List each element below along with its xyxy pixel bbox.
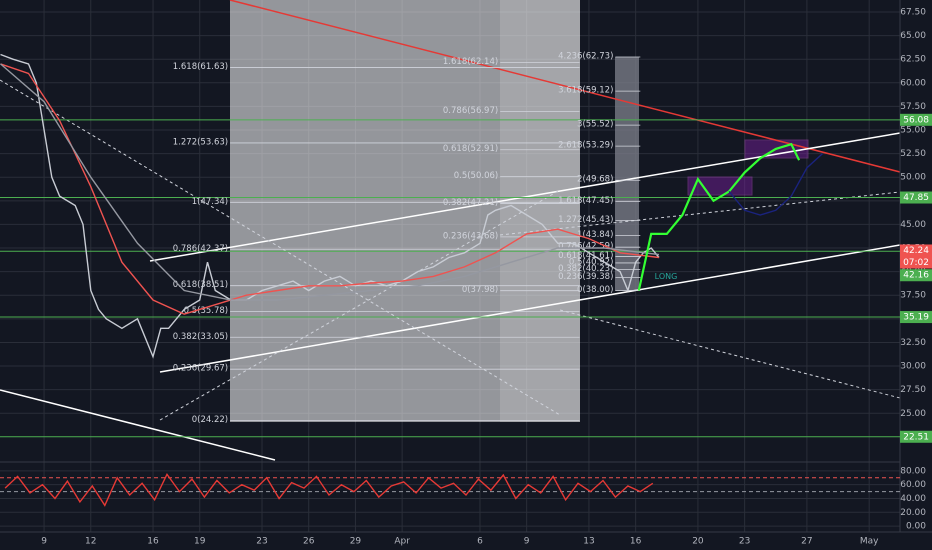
channel-line [159,244,901,373]
series-line [728,153,823,216]
channel-line [149,132,901,262]
y-tick-label: 57.50 [900,102,926,112]
x-tick-label: Apr [394,537,410,547]
series-line [4,472,654,507]
range-shade [500,0,580,422]
x-tick-label: 23 [256,537,267,547]
fib-label: 0.236(39.38) [558,272,613,282]
last-price-label: 42.24 [903,246,929,256]
series-line [637,142,801,291]
fib-label: 0.618(52.91) [443,144,498,154]
fib-label: 0(38.00) [577,285,613,295]
price-tag-label: 56.08 [903,115,929,125]
fib-label: 1(47.34) [192,197,228,207]
note: LONG [655,272,678,281]
countdown: 07:02 [903,258,929,268]
price-tag [900,430,932,443]
price-tag [900,191,932,204]
trend-line [0,389,276,461]
y-tick-label: 27.50 [900,385,926,395]
fib-label: 1.618(61.63) [173,62,228,72]
y-tick-label: 30.00 [900,362,926,372]
x-tick-label: 16 [147,537,159,547]
price-tag-label: 42.16 [903,271,929,281]
series-line [0,63,660,301]
x-tick-label: May [860,537,879,547]
y-tick-label: 55.00 [900,126,926,136]
fib-label: 0.786(42.59) [558,242,613,252]
fib-label: 1(43.84) [577,230,613,240]
y-tick-label: 32.50 [900,338,926,348]
fib-label: 0.382(47.21) [443,198,498,208]
series-line [0,63,660,315]
x-tick-label: 13 [583,537,594,547]
x-tick-label: 29 [350,537,362,547]
series-line [0,53,660,359]
x-tick-label: 26 [303,537,315,547]
range-shade [230,0,580,422]
fib-label: 1.618(62.14) [443,57,498,67]
fib-label: 2(49.68) [577,175,613,185]
y-tick-label: 45.00 [900,220,926,230]
trend-line [229,0,901,173]
x-tick-label: 20 [692,537,704,547]
x-tick-label: 12 [85,537,96,547]
dashed-line [559,309,901,399]
fib-label: 1.272(45.43) [558,215,613,225]
fib-label: 0(24.22) [192,415,228,425]
price-tag [900,269,932,282]
y-tick-label: 80.00 [900,466,926,476]
fib-label: 0.236(29.67) [173,364,228,374]
price-tag [900,311,932,324]
price-tag-label: 47.85 [903,193,929,203]
y-tick-label: 52.50 [900,149,926,159]
y-tick-label: 37.50 [900,291,926,301]
price-tag [900,113,932,126]
y-tick-label: 25.00 [900,409,926,419]
y-tick-label: 65.00 [900,31,926,41]
fib-label: 0(37.98) [462,285,498,295]
y-tick-label: 40.00 [900,494,926,504]
y-tick-label: 20.00 [900,508,926,518]
fib-label: 1.272(53.63) [173,137,228,147]
x-tick-label: 6 [477,537,483,547]
fib-label: 4.236(62.73) [558,52,613,62]
fib-label: 0.5(50.06) [454,171,498,181]
dashed-line [0,79,561,416]
fib-label: 1.618(47.45) [558,196,613,206]
marks: 9 12 16 19 23 26 29 Apr 6 9 13 16 20 23 27 May 25.00 27.5… [0,7,932,547]
range-shade [615,57,639,291]
x-tick-label: 19 [194,537,206,547]
fib-label: 0.5(35.78) [184,306,228,316]
x-tick-label: 27 [801,537,812,547]
y-tick-label: 62.50 [900,55,926,65]
y-tick-label: 67.50 [900,7,926,17]
fib-label: 0.236(43.68) [443,231,498,241]
x-tick-label: 9 [41,537,47,547]
y-tick-label: 60.00 [900,78,926,88]
x-tick-label: 9 [524,537,530,547]
x-tick-label: 23 [739,537,750,547]
fib-label: 2.618(53.29) [558,141,613,151]
fib-label: 0.618(41.61) [558,251,613,261]
fib-label: 0.618(38.51) [173,280,228,290]
fib-label: 0.382(33.05) [173,332,228,342]
fib-label: 0.786(56.97) [443,106,498,116]
dashed-line [499,191,901,236]
dashed-line [159,189,561,421]
fib-label: 3(55.52) [577,120,613,130]
fib-label: 0.382(40.23) [558,264,613,274]
price-tag-label: 22.51 [903,432,929,442]
y-tick-label: 0.00 [906,522,926,532]
fib-label: 0.786(42.37) [173,244,228,254]
y-tick-label: 50.00 [900,173,926,183]
fib-label: 3.618(59.12) [558,86,613,96]
last-price-tag [900,244,932,269]
fib-label: 0.5(40.92) [569,257,613,267]
y-tick-label: 60.00 [900,480,926,490]
x-tick-label: 16 [630,537,642,547]
price-tag-label: 35.19 [903,313,929,323]
